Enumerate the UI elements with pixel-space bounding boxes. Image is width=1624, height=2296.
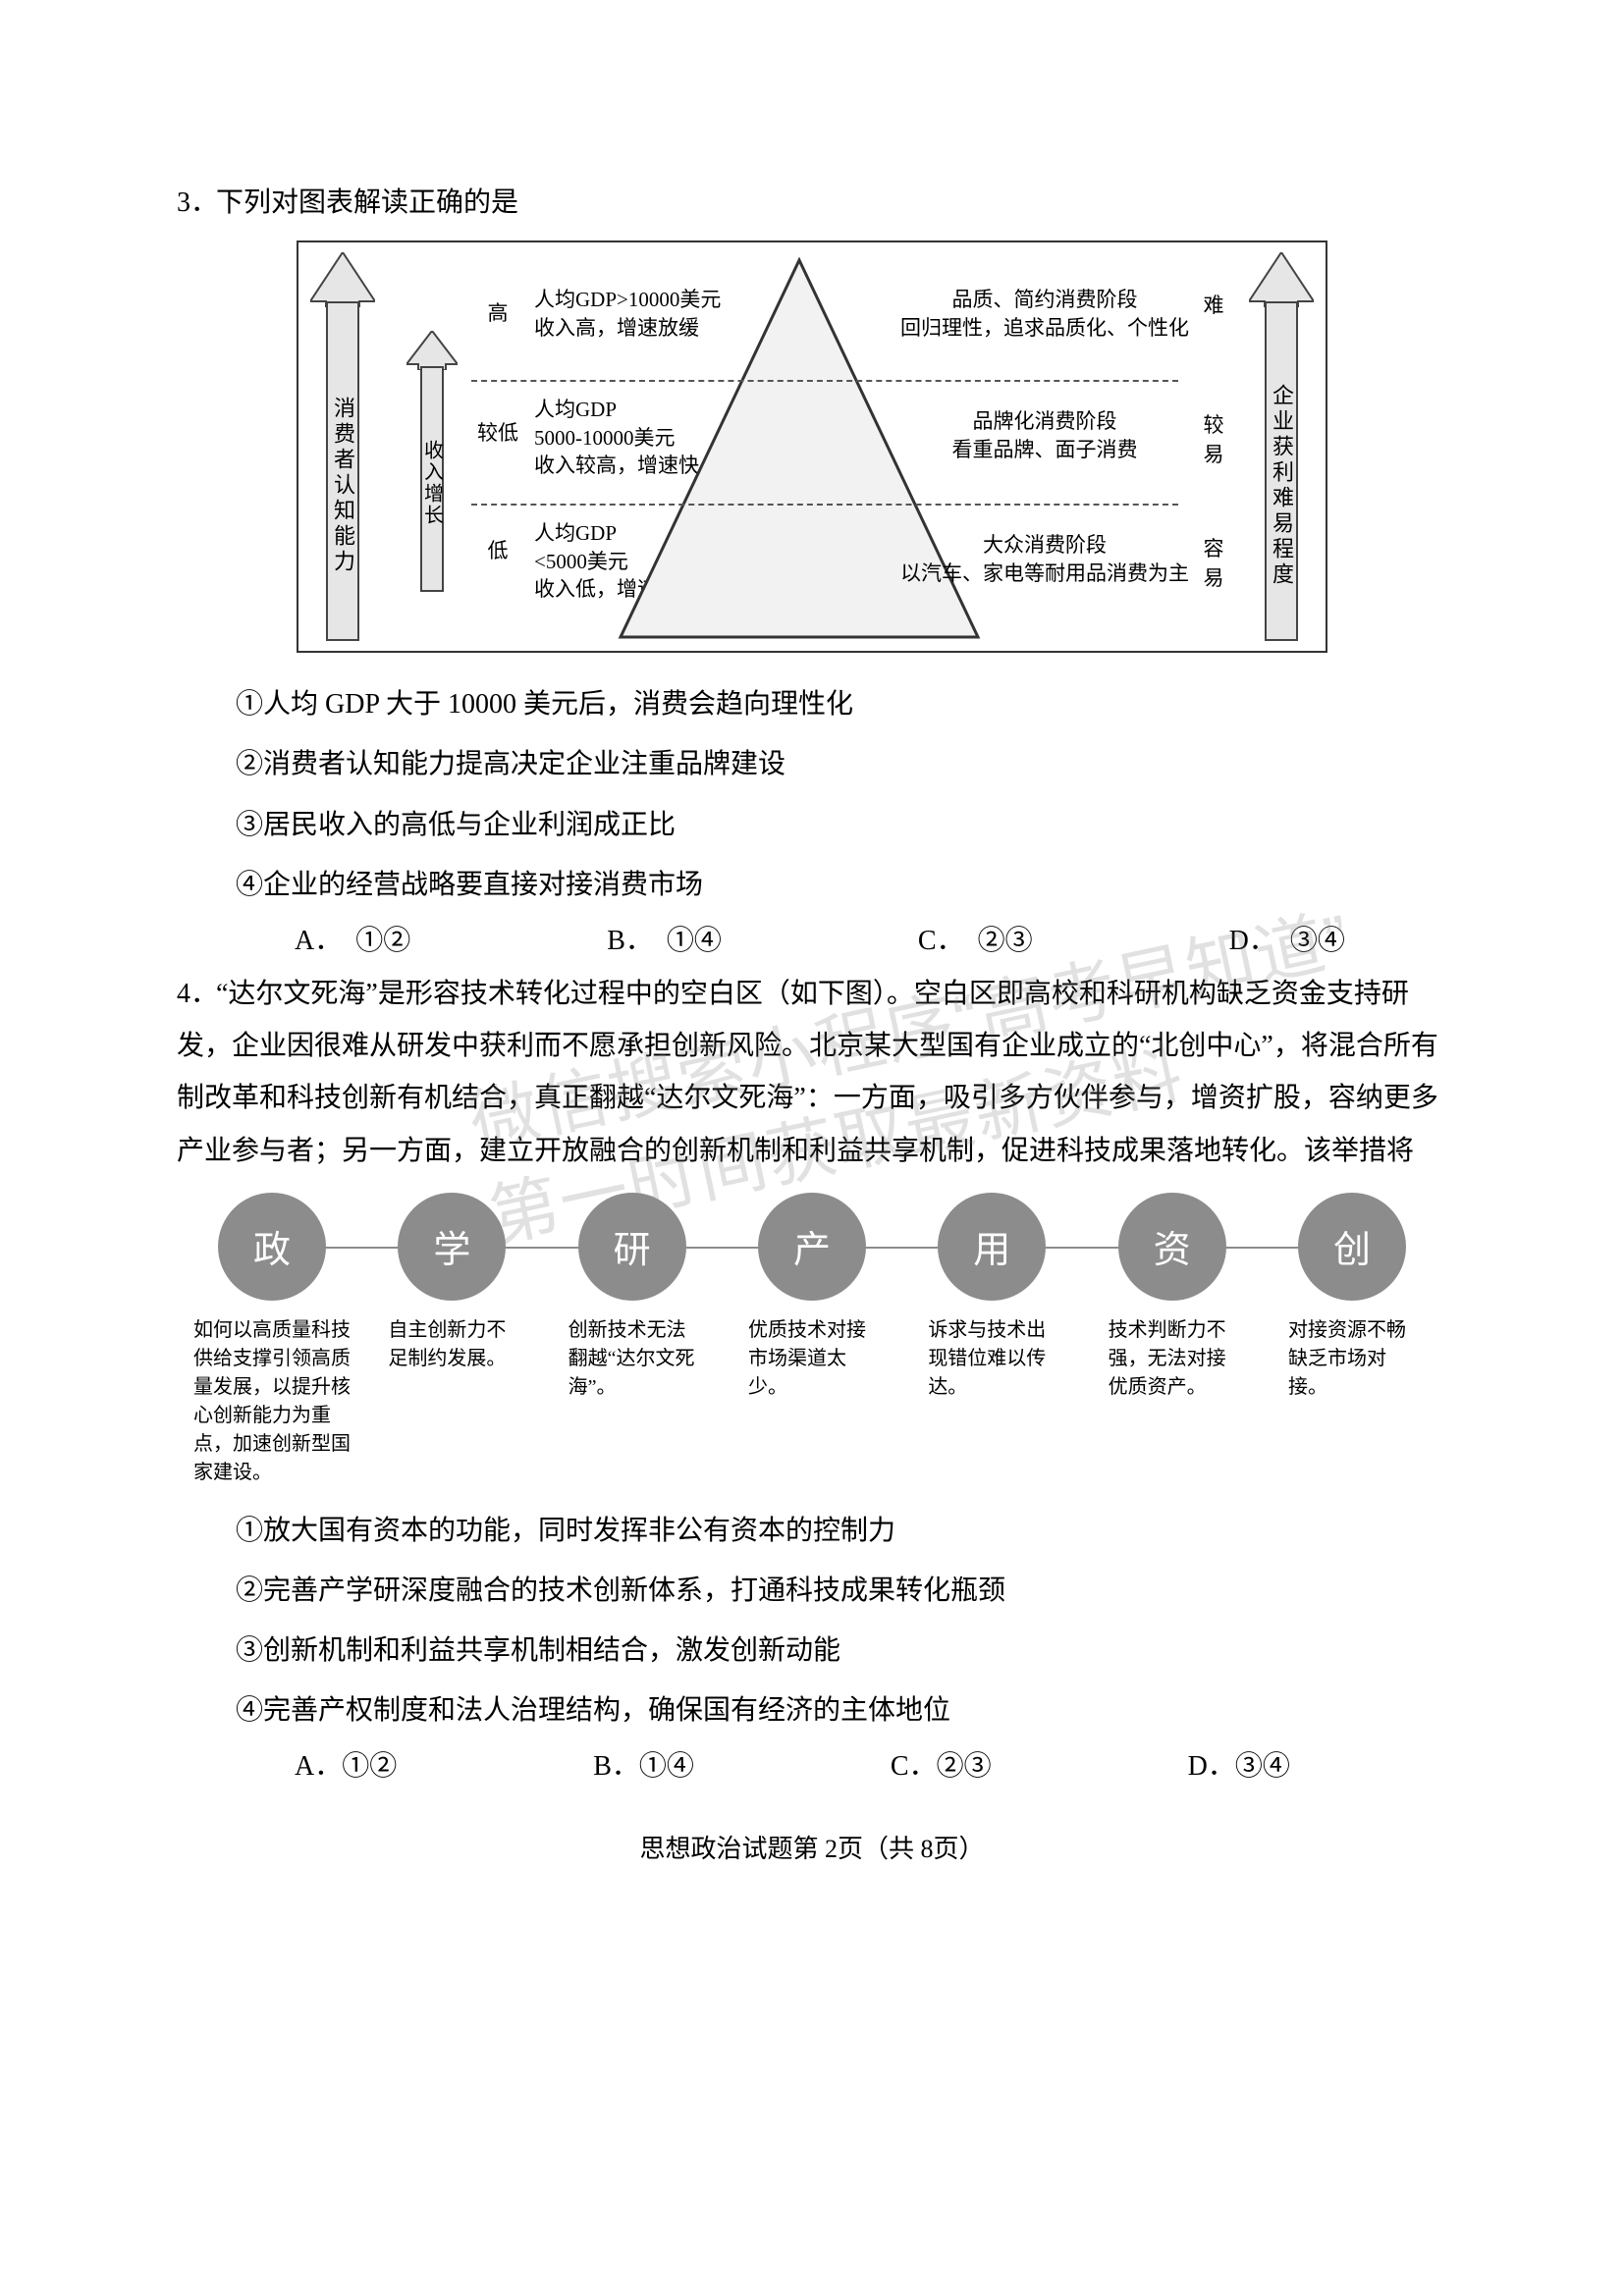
q3-opt-b[interactable]: B． ①④ (607, 919, 722, 958)
caption: 优质技术对接市场渠道太少。 (748, 1316, 876, 1402)
q4-node-yan: 研 创新技术无法翻越“达尔文死海”。 (554, 1193, 711, 1402)
q3-options: A． ①② B． ①④ C． ②③ D． ③④ (295, 919, 1447, 958)
q4-number: 4． (177, 968, 216, 1020)
tier1-stage: 品质、简约消费阶段 回归理性，追求品质化、个性化 (858, 286, 1231, 342)
q3-stmt-3: ③居民收入的高低与企业利润成正比 (236, 799, 1447, 851)
arrow-label: 消费者认知能力 (314, 341, 371, 631)
q4-node-zi: 资 技术判断力不强，无法对接优质资产。 (1094, 1193, 1251, 1402)
page: 3．下列对图表解读正确的是 消费者认知能力 收入增长 高 较低 低 人均GD (0, 0, 1624, 1924)
page-footer: 思想政治试题第 2页（共 8页） (177, 1829, 1447, 1865)
text: 大众消费阶段 (858, 531, 1231, 559)
q4-stmt-1: ①放大国有资本的功能，同时发挥非公有资本的控制力 (236, 1505, 1447, 1557)
scale-mid: 较低 (475, 419, 520, 447)
q4-node-xue: 学 自主创新力不足制约发展。 (373, 1193, 530, 1373)
difficulty-mid: 较易 (1196, 409, 1231, 468)
q4-diagram: 政 如何以高质量科技供给支撑引领高质量发展，以提升核心创新能力为重点，加速创新型… (177, 1193, 1447, 1487)
q4-node-yong: 用 诉求与技术出现错位难以传达。 (913, 1193, 1070, 1402)
text: 品牌化消费阶段 (858, 407, 1231, 435)
q3-opt-a[interactable]: A． ①② (295, 919, 410, 958)
difficulty-hard: 难 (1196, 290, 1231, 319)
consumer-cognition-arrow: 消费者认知能力 (314, 252, 371, 641)
caption: 创新技术无法翻越“达尔文死海”。 (568, 1316, 696, 1402)
q4-opt-b[interactable]: B．①④ (593, 1744, 694, 1784)
tier2-stage: 品牌化消费阶段 看重品牌、面子消费 (858, 407, 1231, 463)
caption: 技术判断力不强，无法对接优质资产。 (1109, 1316, 1236, 1402)
text: 看重品牌、面子消费 (858, 436, 1231, 463)
difficulty-easy: 容易 (1196, 533, 1231, 592)
q3-stmt-1: ①人均 GDP 大于 10000 美元后，消费会趋向理性化 (236, 678, 1447, 730)
circle-icon: 用 (938, 1193, 1046, 1301)
text: 品质、简约消费阶段 (858, 286, 1231, 313)
q3-stem: 3．下列对图表解读正确的是 (177, 177, 1447, 229)
q4-opt-a[interactable]: A．①② (295, 1744, 397, 1784)
q4-node-chuang: 创 对接资源不畅缺乏市场对接。 (1273, 1193, 1431, 1402)
arrow-head-icon (406, 331, 458, 370)
caption: 自主创新力不足制约发展。 (388, 1316, 515, 1373)
q3-number: 3． (177, 177, 216, 229)
q4-node-chan: 产 优质技术对接市场渠道太少。 (733, 1193, 891, 1402)
q4-stmt-2: ②完善产学研深度融合的技术创新体系，打通科技成果转化瓶颈 (236, 1565, 1447, 1617)
q3-stmt-2: ②消费者认知能力提高决定企业注重品牌建设 (236, 738, 1447, 790)
dash-line (471, 380, 1178, 382)
q3-stmt-4: ④企业的经营战略要直接对接消费市场 (236, 859, 1447, 911)
q4-stem-text: “达尔文死海”是形容技术转化过程中的空白区（如下图）。空白区即高校和科研机构缺乏… (177, 979, 1438, 1166)
text: 回归理性，追求品质化、个性化 (858, 314, 1231, 342)
tier3-stage: 大众消费阶段 以汽车、家电等耐用品消费为主 (858, 531, 1231, 587)
dash-line (471, 504, 1178, 506)
scale-low: 低 (475, 537, 520, 564)
q4-node-zheng: 政 如何以高质量科技供给支撑引领高质量发展，以提升核心创新能力为重点，加速创新型… (193, 1193, 351, 1487)
q3-opt-c[interactable]: C． ②③ (918, 919, 1033, 958)
arrow-label: 收入增长 (410, 380, 454, 586)
q3-stem-text: 下列对图表解读正确的是 (216, 187, 518, 218)
arrow-head-icon (310, 252, 375, 307)
arrow-label: 企业获利难易程度 (1253, 341, 1310, 631)
q4-stmt-3: ③创新机制和利益共享机制相结合，激发创新动能 (236, 1625, 1447, 1677)
q4-opt-d[interactable]: D．③④ (1188, 1744, 1290, 1784)
q4-options: A．①② B．①④ C．②③ D．③④ (295, 1744, 1447, 1784)
text: 以汽车、家电等耐用品消费为主 (858, 560, 1231, 587)
circle-icon: 资 (1118, 1193, 1226, 1301)
q4-stmt-4: ④完善产权制度和法人治理结构，确保国有经济的主体地位 (236, 1684, 1447, 1736)
circle-icon: 学 (398, 1193, 506, 1301)
caption: 诉求与技术出现错位难以传达。 (928, 1316, 1056, 1402)
q4-opt-c[interactable]: C．②③ (891, 1744, 992, 1784)
circle-icon: 政 (218, 1193, 326, 1301)
q3-diagram: 消费者认知能力 收入增长 高 较低 低 人均GDP>10000美元 收入高，增速… (297, 240, 1327, 653)
circle-icon: 创 (1298, 1193, 1406, 1301)
q3-opt-d[interactable]: D． ③④ (1229, 919, 1345, 958)
circle-icon: 产 (758, 1193, 866, 1301)
income-growth-arrow: 收入增长 (410, 331, 454, 592)
circle-icon: 研 (578, 1193, 686, 1301)
scale-high: 高 (475, 299, 520, 327)
enterprise-profit-arrow: 企业获利难易程度 (1253, 252, 1310, 641)
caption: 对接资源不畅缺乏市场对接。 (1288, 1316, 1416, 1402)
q4-stem: 4．“达尔文死海”是形容技术转化过程中的空白区（如下图）。空白区即高校和科研机构… (177, 968, 1447, 1177)
arrow-head-icon (1249, 252, 1314, 307)
caption: 如何以高质量科技供给支撑引领高质量发展，以提升核心创新能力为重点，加速创新型国家… (193, 1316, 351, 1487)
